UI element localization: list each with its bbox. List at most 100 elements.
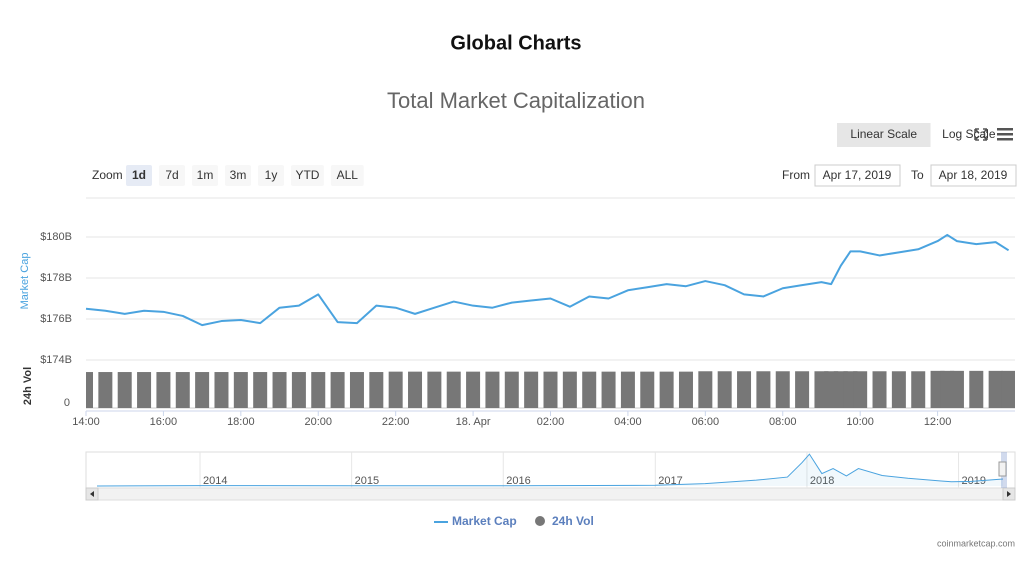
x-tick-label: 04:00 (614, 416, 642, 428)
volume-bar (562, 371, 577, 408)
volume-bar (717, 371, 732, 408)
x-tick-label: 20:00 (304, 416, 332, 428)
volume-bar (369, 372, 384, 408)
zoom-button[interactable]: 3m (230, 168, 247, 182)
from-label: From (782, 168, 810, 182)
zoom-button-bg[interactable] (330, 165, 364, 186)
scale-button-bg[interactable] (837, 123, 931, 147)
volume-bar (524, 371, 539, 408)
volume-bar (466, 371, 481, 408)
volume-bar (117, 372, 132, 408)
volume-bar (349, 372, 364, 408)
volume-bar (775, 371, 790, 408)
volume-bar (504, 371, 519, 408)
credit[interactable]: coinmarketcap.com (937, 538, 1015, 548)
page-title: Global Charts (450, 32, 581, 54)
zoom-label: Zoom (92, 168, 123, 182)
volume-bar (485, 371, 500, 408)
volume-bar (601, 371, 616, 408)
volume-bar (408, 371, 423, 408)
volume-bar (756, 371, 771, 408)
legend-label[interactable]: 24h Vol (552, 514, 594, 528)
volume-bar (737, 371, 752, 408)
navigator-line (96, 453, 1004, 487)
volume-bar (1001, 370, 1015, 408)
volume-bar (988, 370, 1003, 408)
volume-bar (872, 371, 887, 408)
line-series (85, 233, 1010, 327)
volume-bar (214, 372, 229, 408)
volume-bar (98, 372, 113, 408)
navigator-tick-label: 2016 (506, 475, 530, 487)
zoom-button-bg[interactable] (126, 165, 152, 186)
x-tick-label: 06:00 (692, 416, 720, 428)
volume-bar (388, 371, 403, 408)
y-tick-label: $176B (40, 313, 72, 325)
volume-bar (175, 372, 190, 408)
volume-bar (620, 371, 635, 408)
zoom-button[interactable]: 1y (265, 168, 278, 182)
zoom-button[interactable]: 1m (197, 168, 214, 182)
volume-bar (911, 371, 926, 408)
volume-bar (795, 371, 810, 408)
scrollbar[interactable] (85, 487, 1016, 501)
zoom-button-bg[interactable] (258, 165, 284, 186)
navigator-handle[interactable] (998, 461, 1007, 477)
fullscreen-icon[interactable] (974, 128, 988, 141)
volume-bar (891, 371, 906, 408)
volume-bar (659, 371, 674, 408)
volume-bar (949, 370, 964, 408)
navigator-tick-label: 2017 (658, 475, 682, 487)
x-tick-label: 14:00 (72, 416, 100, 428)
from-value[interactable]: Apr 17, 2019 (823, 168, 892, 182)
volume-bar (446, 371, 461, 408)
chart-title: Total Market Capitalization (387, 88, 645, 113)
volume-bar (311, 372, 326, 408)
y-tick-label: $178B (40, 272, 72, 284)
zoom-button[interactable]: YTD (295, 168, 319, 182)
menu-icon[interactable] (997, 128, 1013, 141)
y-tick-label: $180B (40, 231, 72, 243)
y-tick-label: $174B (40, 354, 72, 366)
volume-bar (678, 371, 693, 408)
volume-bar (330, 372, 345, 408)
volume-bar (272, 372, 287, 408)
volume-bar (137, 372, 152, 408)
volume-bar (427, 371, 442, 408)
legend-label[interactable]: Market Cap (452, 514, 517, 528)
volume-bar (156, 372, 171, 408)
volume-tick-label: 0 (64, 397, 70, 409)
zoom-button[interactable]: 7d (165, 168, 178, 182)
x-tick-label: 08:00 (769, 416, 797, 428)
legend: Market Cap 24h Vol (434, 514, 594, 528)
legend-dot (535, 516, 545, 526)
zoom-button-bg[interactable] (159, 165, 185, 186)
scroll-left-arrow (90, 491, 94, 497)
volume-bar (86, 372, 93, 408)
to-input[interactable] (930, 164, 1017, 187)
volume-bar (640, 371, 655, 408)
zoom-button-bg[interactable] (225, 165, 251, 186)
from-input[interactable] (814, 164, 901, 187)
volume-axis-label: 24h Vol (22, 367, 34, 405)
scale-button[interactable]: Linear Scale (850, 127, 917, 141)
zoom-button[interactable]: 1d (132, 168, 146, 182)
volume-bar (233, 372, 248, 408)
to-value[interactable]: Apr 18, 2019 (939, 168, 1008, 182)
navigator-tick-label: 2014 (203, 475, 227, 487)
x-tick-label: 02:00 (537, 416, 565, 428)
navigator-tick-label: 2015 (355, 475, 379, 487)
navigator-frame (85, 451, 1016, 489)
scroll-right-arrow (1007, 491, 1011, 497)
volume-bar (969, 370, 984, 408)
navigator-area (97, 454, 1003, 486)
zoom-button-bg[interactable] (192, 165, 218, 186)
zoom-button-bg[interactable] (291, 165, 324, 186)
navigator-tick-label: 2018 (810, 475, 834, 487)
x-tick-label: 16:00 (150, 416, 178, 428)
volume-bar (582, 371, 597, 408)
x-tick-label: 18. Apr (456, 416, 491, 428)
scale-button[interactable]: Log Scale (942, 127, 996, 141)
volume-bar (195, 372, 210, 408)
zoom-button[interactable]: ALL (337, 168, 359, 182)
